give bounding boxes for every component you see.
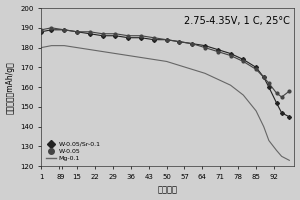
Y-axis label: 循环容量（mAh/g）: 循环容量（mAh/g）	[6, 61, 15, 114]
Text: 2.75-4.35V, 1 C, 25°C: 2.75-4.35V, 1 C, 25°C	[184, 16, 290, 26]
X-axis label: 循环次数: 循环次数	[158, 185, 178, 194]
Legend: W-0.05/Sr-0.1, W-0.05, Mg-0.1: W-0.05/Sr-0.1, W-0.05, Mg-0.1	[44, 140, 103, 163]
